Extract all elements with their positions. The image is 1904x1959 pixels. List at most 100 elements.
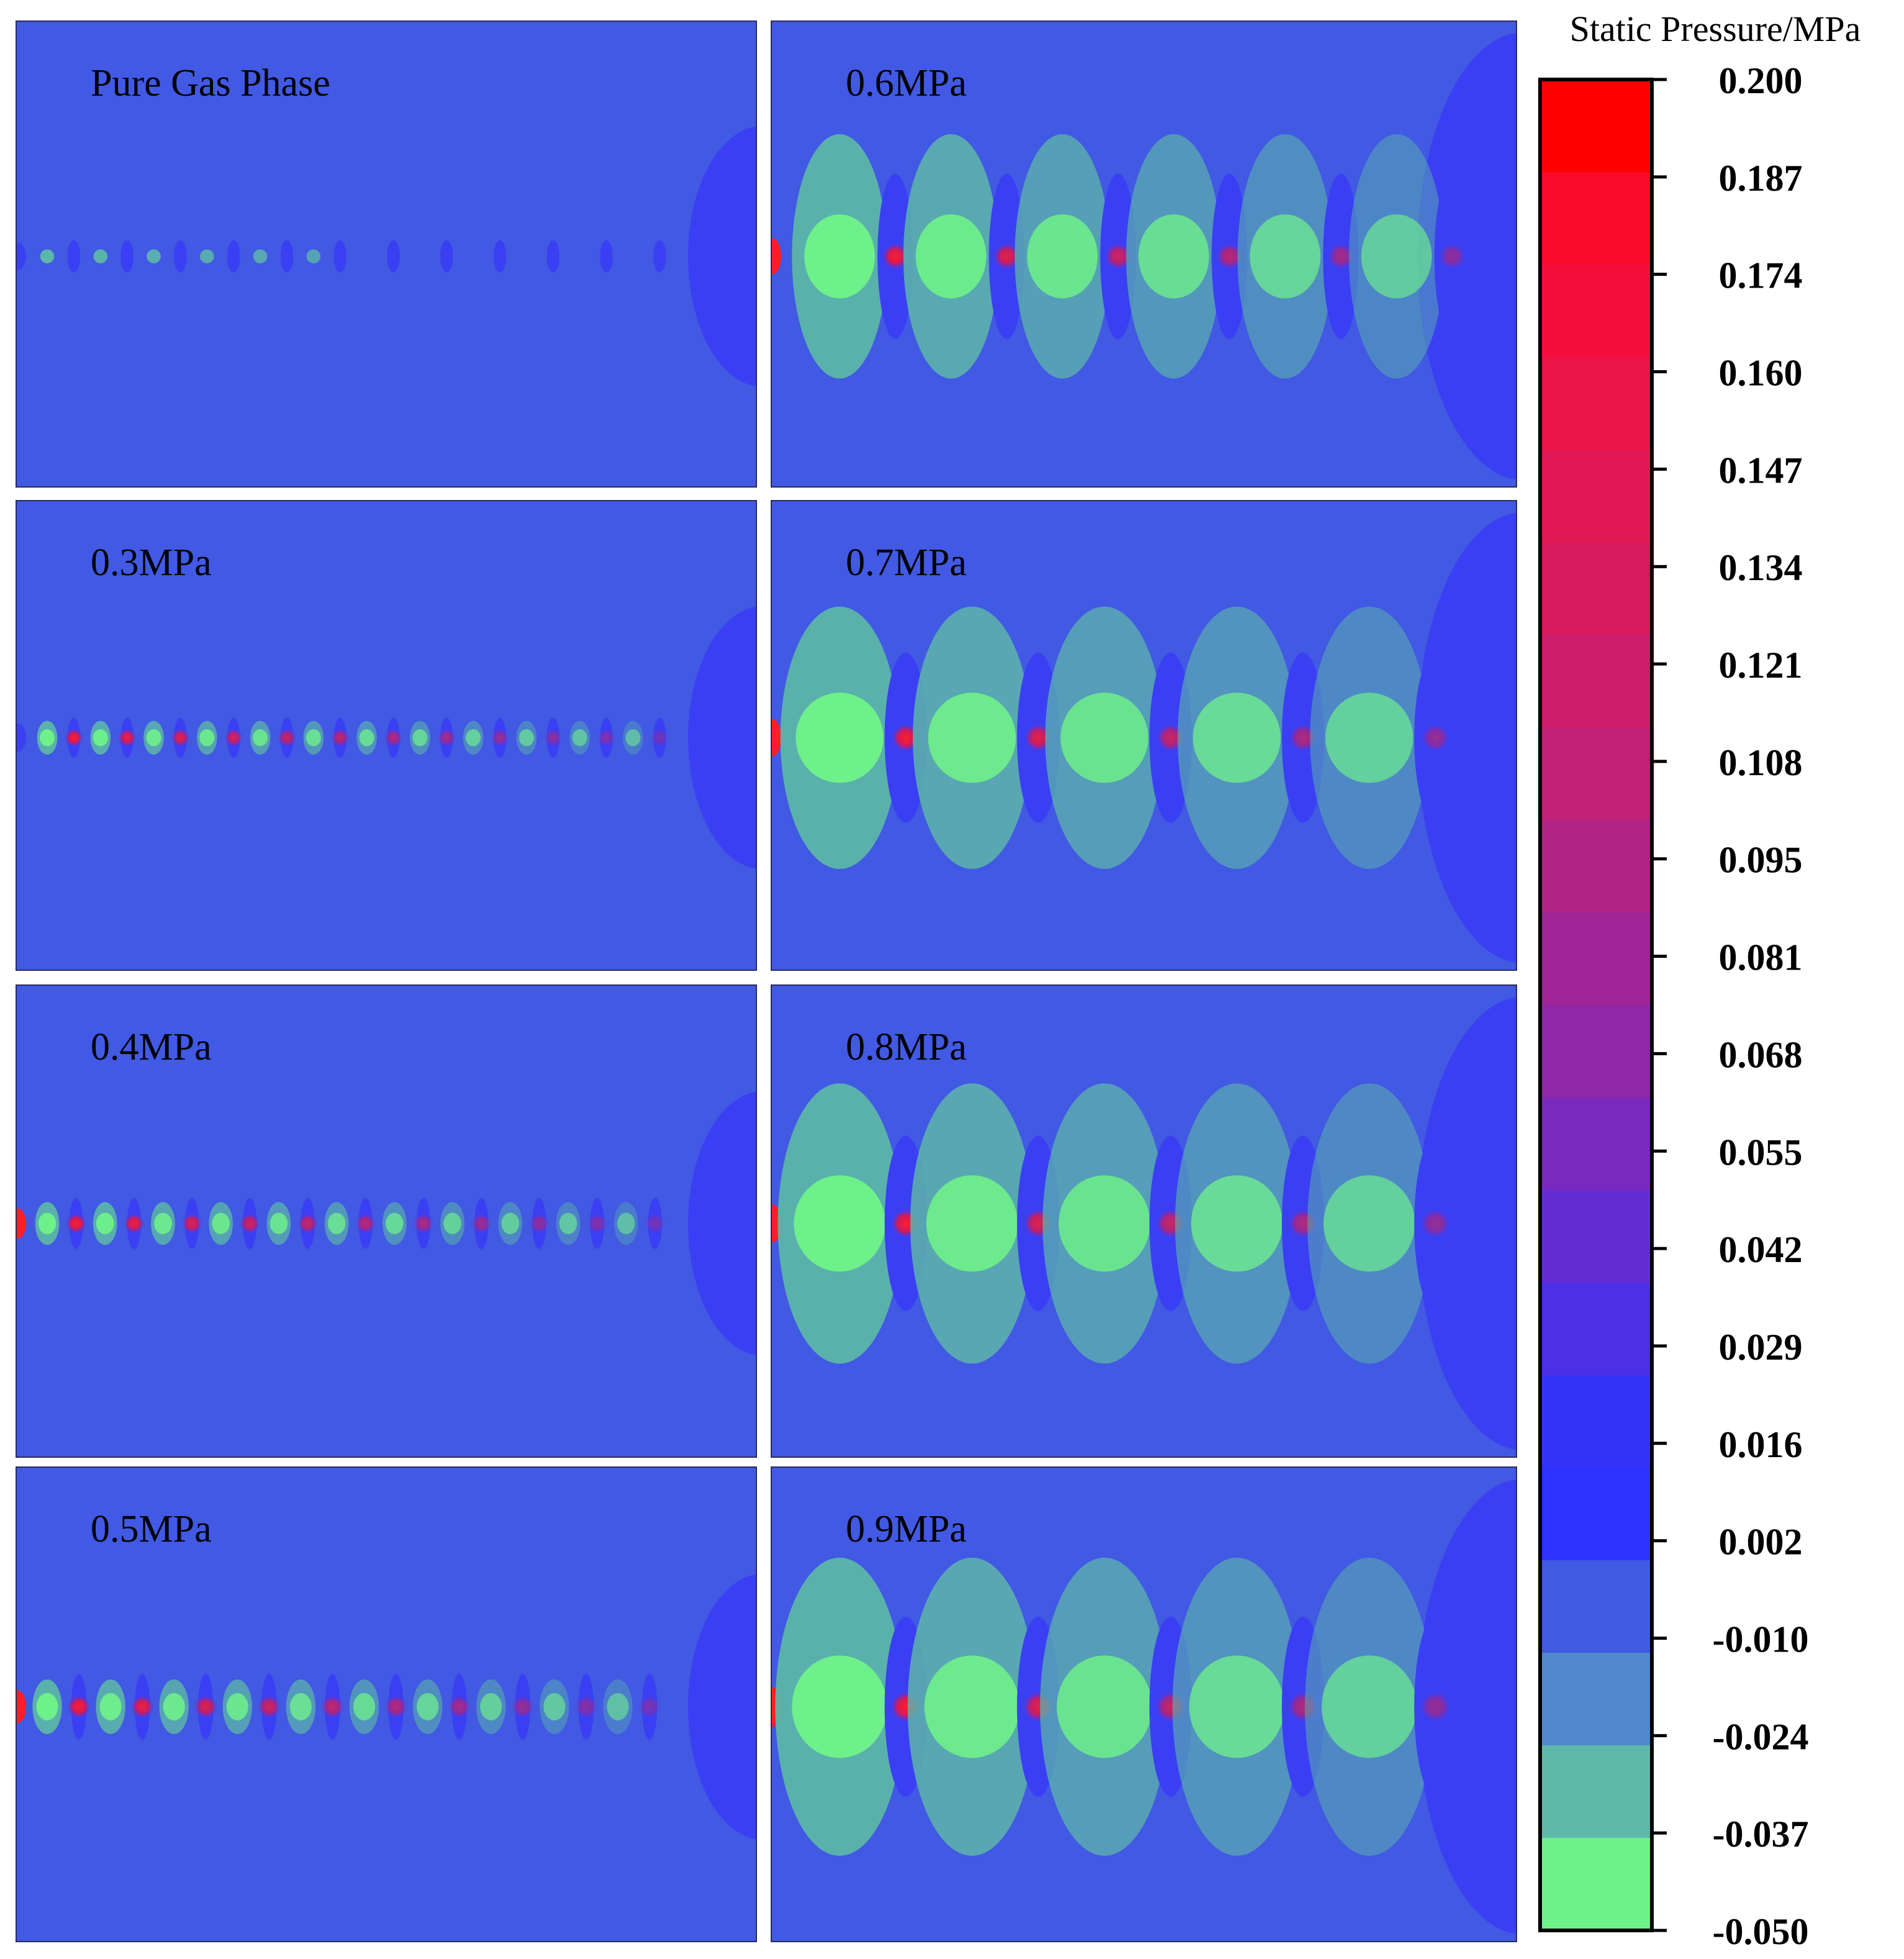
expansion-cell <box>1060 693 1149 783</box>
colorbar-segment <box>1540 635 1652 728</box>
pressure-peak <box>574 1694 599 1719</box>
expansion-cell <box>1323 1175 1415 1272</box>
colorbar-tick-label: -0.024 <box>1713 1716 1809 1757</box>
colorbar-tick-label: 0.016 <box>1719 1424 1803 1465</box>
panel-label: 0.3MPa <box>91 542 212 584</box>
colorbar-segment <box>1540 80 1652 173</box>
pressure-peak <box>597 728 616 747</box>
expansion-cell <box>1190 1175 1283 1272</box>
pressure-peak <box>1438 242 1466 271</box>
pressure-peak <box>123 1212 145 1234</box>
colorbar-segment <box>1540 1005 1652 1098</box>
compression-cell <box>440 240 453 273</box>
contour-panel-p09: 0.9MPa <box>771 1466 1517 1942</box>
expansion-cell <box>93 729 108 747</box>
expansion-cell <box>1321 1655 1417 1758</box>
colorbar-segment <box>1540 1098 1652 1191</box>
pressure-peak <box>637 1694 662 1719</box>
pressure-peak <box>528 1212 550 1234</box>
pressure-peak <box>1104 242 1132 271</box>
colorbar-tick-label: -0.050 <box>1713 1911 1809 1952</box>
pressure-peak <box>1420 723 1451 753</box>
expansion-cell <box>306 729 321 747</box>
compression-cell <box>387 240 400 273</box>
expansion-cell <box>252 729 268 747</box>
colorbar-segment <box>1540 820 1652 913</box>
inlet-jet <box>16 723 26 752</box>
colorbar-segment <box>1540 727 1652 820</box>
colorbar-tick-label: 0.002 <box>1719 1522 1803 1563</box>
pressure-peak <box>384 728 403 747</box>
pressure-peak <box>650 728 669 747</box>
expansion-cell <box>1189 1655 1285 1758</box>
pressure-peak <box>239 1212 261 1234</box>
pressure-peak <box>181 1212 203 1234</box>
colorbar-segment <box>1540 542 1652 635</box>
expansion-cell <box>199 249 214 263</box>
colorbar-segment <box>1540 1375 1652 1468</box>
pressure-peak <box>471 1212 492 1234</box>
colorbar-tick-label: -0.010 <box>1713 1619 1809 1660</box>
contour-panel-p06: 0.6MPa <box>771 20 1517 488</box>
colorbar-tick-label: 0.187 <box>1719 158 1803 199</box>
pressure-peak <box>117 728 137 747</box>
expansion-cell <box>385 1212 404 1235</box>
expansion-cell <box>306 249 321 263</box>
expansion-cell <box>796 693 884 783</box>
expansion-cell <box>253 249 268 263</box>
pressure-peak <box>384 1694 408 1719</box>
colorbar-segment <box>1540 1560 1652 1653</box>
expansion-cell <box>36 1693 58 1720</box>
inlet-jet <box>16 1690 26 1724</box>
outlet-low-pressure-zone <box>688 126 756 386</box>
expansion-cell <box>915 214 987 299</box>
colorbar-tick-label: -0.037 <box>1713 1814 1809 1855</box>
expansion-cell <box>607 1693 629 1720</box>
colorbar-segment <box>1540 265 1652 358</box>
pressure-peak <box>1326 242 1355 271</box>
colorbar-segment <box>1540 912 1652 1006</box>
expansion-cell <box>38 1212 57 1235</box>
pressure-peak <box>66 1694 91 1719</box>
pressure-peak <box>586 1212 608 1234</box>
expansion-cell <box>924 1655 1020 1758</box>
colorbar-tick-label: 0.095 <box>1719 840 1803 881</box>
colorbar-segment <box>1540 357 1652 450</box>
expansion-cell <box>501 1212 520 1235</box>
pressure-peak <box>1420 1208 1451 1239</box>
compression-cell <box>546 240 560 273</box>
pressure-peak <box>65 1212 87 1234</box>
colorbar-tick-label: 0.042 <box>1719 1229 1803 1270</box>
expansion-cell <box>466 729 481 747</box>
inlet-jet <box>16 242 26 270</box>
pressure-peak <box>320 1694 345 1719</box>
expansion-cell <box>1027 214 1098 299</box>
pressure-peak <box>130 1694 155 1719</box>
pressure-peak <box>992 242 1021 271</box>
expansion-cell <box>926 1175 1018 1272</box>
pressure-peak <box>437 728 456 747</box>
expansion-cell <box>359 729 374 747</box>
colorbar-tick-label: 0.147 <box>1719 450 1803 491</box>
pressure-peak <box>193 1694 218 1719</box>
compression-cell <box>67 240 81 273</box>
colorbar-tick-label: 0.055 <box>1719 1132 1803 1173</box>
outlet-low-pressure-zone <box>1417 997 1516 1450</box>
outlet-low-pressure-zone <box>688 606 756 869</box>
compression-cell <box>120 240 134 273</box>
colorbar-tick-label: 0.134 <box>1719 547 1803 588</box>
expansion-cell <box>289 1693 312 1720</box>
outlet-low-pressure-zone <box>1417 1479 1516 1934</box>
contour-panel-p05: 0.5MPa <box>16 1466 757 1942</box>
contour-field <box>16 21 756 487</box>
pressure-peak <box>224 728 243 747</box>
expansion-cell <box>625 729 641 747</box>
expansion-cell <box>327 1212 346 1235</box>
colorbar-tick-label: 0.200 <box>1719 60 1803 101</box>
colorbar-segment <box>1540 1468 1652 1561</box>
inlet-jet <box>771 238 781 275</box>
expansion-cell <box>804 214 875 299</box>
expansion-cell <box>794 1175 886 1272</box>
expansion-cell <box>154 1212 172 1235</box>
inlet-jet <box>16 1208 26 1239</box>
